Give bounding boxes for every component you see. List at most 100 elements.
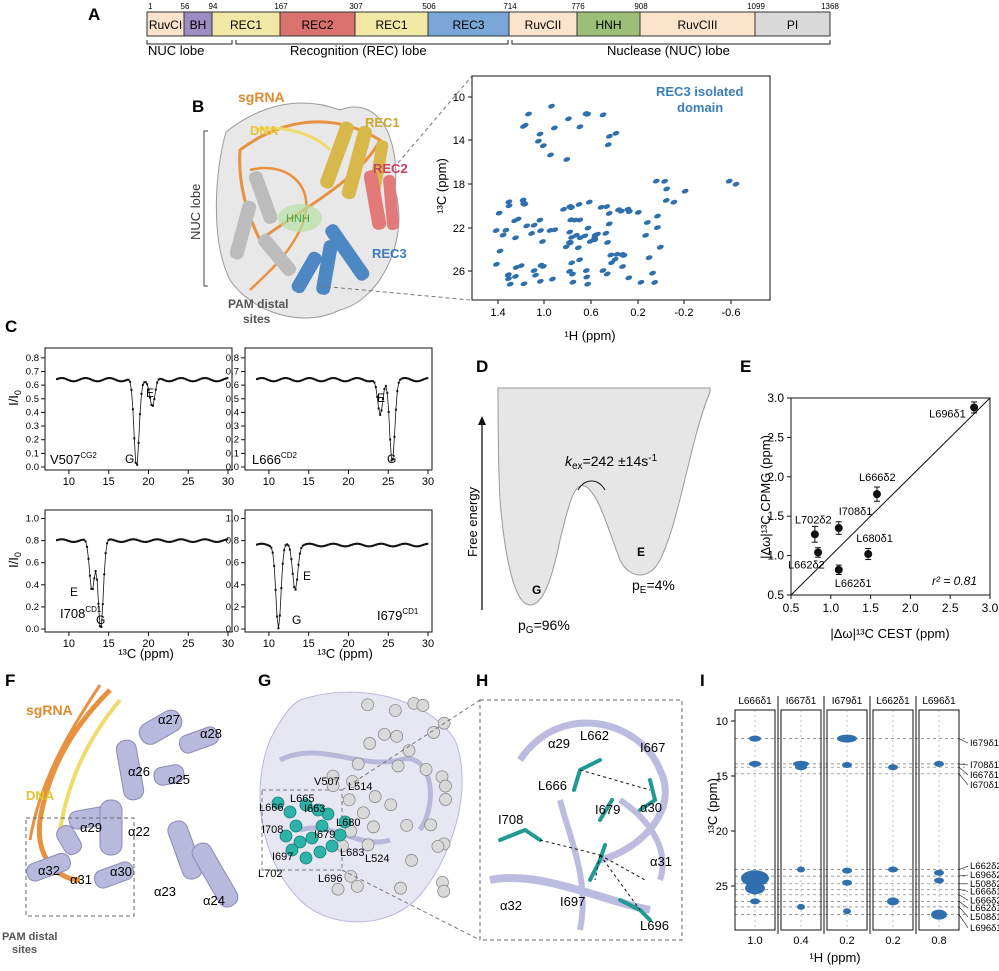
cest-g-3: G: [292, 613, 301, 627]
sphere-grey: [342, 793, 356, 807]
scatter-ytick: 0.5: [767, 588, 784, 602]
hsqc-peak: [548, 103, 555, 109]
lobe-label-nuc: NUC lobe: [148, 43, 204, 58]
strip-label-leader: [958, 889, 969, 892]
helix-label: α32: [38, 863, 60, 878]
hsqc-peak: [563, 157, 571, 162]
f-dna-label: DNA: [26, 788, 55, 803]
cest-e-3: E: [303, 569, 311, 583]
strip-label-leader: [958, 865, 969, 870]
strip-right-label: L662δ2: [970, 861, 999, 872]
strip-label-leader: [958, 906, 969, 918]
cest-curve-1: [256, 377, 428, 462]
strip-label-leader: [958, 766, 969, 776]
cest-e-1: E: [377, 391, 385, 405]
scatter-point: [814, 548, 823, 557]
hsqc-ytick: 22: [453, 223, 465, 235]
hsqc-peak: [605, 221, 613, 227]
scatter-xtick: 2.0: [902, 601, 919, 615]
strip-ytick: 10: [716, 716, 728, 728]
domain-start-3: 167: [274, 2, 288, 11]
domain-segment-8: [639, 11, 756, 37]
hsqc-peak: [565, 116, 572, 122]
domain-segment-1: [183, 11, 213, 37]
strip-xtick: 0.4: [793, 935, 808, 947]
sphere-grey: [394, 881, 407, 895]
domain-label-6: RuvCII: [525, 18, 562, 32]
cest-residue-3: I679CD1: [377, 607, 419, 623]
scatter-point: [872, 490, 881, 499]
strip-ytick: 25: [716, 881, 728, 893]
cest-point: [255, 378, 258, 381]
hsqc-peak: [530, 268, 538, 273]
h-label: I679: [595, 802, 620, 817]
cest-ytick: 0.2: [226, 602, 239, 613]
sphere-grey: [363, 737, 377, 750]
domain-label-8: RuvCIII: [677, 18, 717, 32]
hsqc-peak: [603, 271, 611, 277]
cest-ytick: 0.6: [26, 380, 39, 391]
hsqc-peak: [547, 152, 554, 158]
strip-peak: [842, 762, 852, 768]
sphere-teal: [289, 819, 303, 833]
helix-label: α23: [154, 884, 176, 899]
cest-ytick: 0.2: [26, 602, 39, 613]
cest-curve-2: [56, 538, 228, 628]
hsqc-peak: [651, 280, 659, 285]
cest-residue-name-2: I708: [60, 606, 85, 621]
domain-segment-2: [211, 11, 281, 37]
rec1-label: REC1: [365, 115, 400, 130]
hsqc-peak: [597, 204, 605, 210]
hsqc-peak: [645, 255, 653, 261]
rec3-label: REC3: [372, 246, 407, 261]
domain-segment-5: [427, 11, 510, 37]
hsqc-peak: [634, 209, 642, 215]
sphere-teal: [325, 839, 339, 853]
hsqc-peak: [496, 248, 504, 254]
domain-segment-0: [146, 11, 185, 37]
hsqc-peak: [575, 202, 583, 207]
strip-right-label: I670δ1: [970, 780, 999, 791]
hsqc-peak: [643, 220, 651, 225]
scatter-point-label: L680δ1: [856, 533, 893, 545]
g-zoom-line-bottom: [341, 869, 481, 941]
domain-segment-7: [576, 11, 641, 37]
scatter-point-label: L662δ2: [788, 559, 825, 571]
strip-label-leader: [958, 901, 969, 909]
hsqc-peak: [582, 268, 590, 274]
sphere-teal: [305, 831, 319, 845]
hsqc-peak: [591, 237, 599, 243]
cest-xtick: 25: [382, 476, 394, 488]
helix-label: α28: [200, 726, 222, 741]
hsqc-xlabel: ¹H (ppm): [564, 328, 615, 343]
hsqc-peak: [585, 199, 593, 205]
strip-label-leader: [958, 763, 969, 766]
strip-peak: [842, 879, 852, 886]
domain-start-9: 1099: [747, 2, 765, 11]
energy-landscape: [497, 387, 711, 606]
bracket-nuc2: [511, 40, 831, 45]
hsqc-peak: [612, 130, 620, 136]
scatter-ytick: 2.0: [767, 470, 784, 484]
hsqc-peak: [512, 235, 519, 241]
cest-ytick: 0.6: [226, 558, 239, 569]
sphere-grey: [427, 726, 441, 739]
residue-label: I697: [272, 851, 293, 863]
cest-frame-2: [44, 509, 233, 633]
cest-curve-3: [256, 543, 428, 629]
residue-label: L683: [340, 847, 364, 859]
residue-label: I663: [304, 803, 325, 815]
sphere-grey: [439, 779, 452, 793]
domain-start-4: 307: [349, 2, 363, 11]
scatter-xtick: 3.0: [982, 601, 999, 615]
scatter-plot: 0.50.5 1.0 1.0 1.5 1.5 2.0 2.0 2.5 2.5 3.0 3.0 L696…: [767, 391, 998, 615]
panel-label-d: D: [476, 357, 488, 376]
hsqc-peak: [599, 112, 607, 118]
residue-label: L680: [336, 817, 360, 829]
domain-start-2: 94: [209, 2, 218, 11]
scatter-point: [834, 524, 843, 533]
scatter-xtick: 0.5: [783, 601, 800, 615]
panel-label-e: E: [740, 357, 751, 376]
hsqc-peak: [576, 257, 583, 263]
hsqc-peak: [551, 125, 558, 131]
